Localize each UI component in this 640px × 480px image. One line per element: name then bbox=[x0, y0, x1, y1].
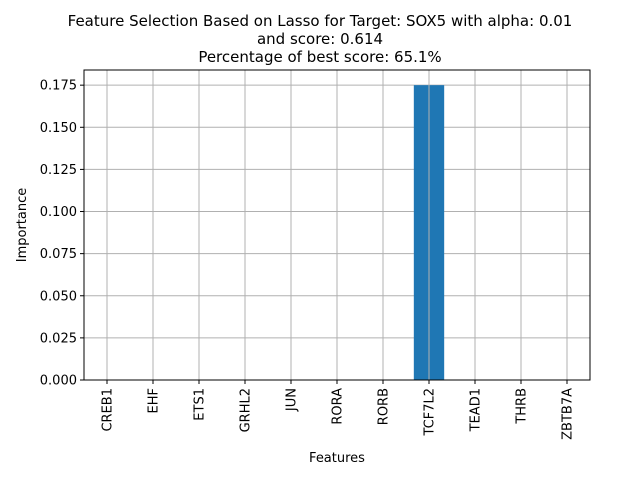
x-tick-label: GRHL2 bbox=[239, 388, 254, 432]
ticks: 0.000 0.025 0.050 0.075 0.100 0.125 0.150 0.175… bbox=[40, 79, 576, 440]
y-tick-label: 0.100 bbox=[40, 205, 77, 220]
chart-title-line-1: Feature Selection Based on Lasso for Tar… bbox=[67, 12, 573, 30]
y-tick-label: 0.175 bbox=[40, 79, 77, 94]
x-tick-label: RORA bbox=[331, 388, 346, 425]
x-tick-label: THRB bbox=[515, 388, 530, 425]
x-tick-label: TEAD1 bbox=[469, 388, 484, 432]
grid-x-overlay bbox=[106, 70, 568, 380]
y-tick-label: 0.125 bbox=[40, 163, 77, 178]
x-tick-label: RORB bbox=[377, 388, 392, 425]
x-tick-label: ETS1 bbox=[193, 388, 208, 421]
chart-title-line-3: Percentage of best score: 65.1% bbox=[198, 48, 442, 66]
x-tick-label: ZBTB7A bbox=[561, 388, 576, 440]
x-tick-label: EHF bbox=[147, 388, 162, 413]
chart-title-line-2: and score: 0.614 bbox=[256, 30, 384, 48]
x-axis-label: Features bbox=[309, 451, 365, 466]
x-tick-label: CREB1 bbox=[101, 388, 116, 432]
y-tick-label: 0.025 bbox=[40, 331, 77, 346]
x-tick-label: TCF7L2 bbox=[423, 388, 438, 437]
y-tick-label: 0.150 bbox=[40, 121, 77, 136]
y-tick-label: 0.000 bbox=[40, 374, 77, 389]
y-axis-label: Importance bbox=[15, 188, 30, 263]
x-tick-label: JUN bbox=[285, 388, 300, 412]
y-tick-label: 0.050 bbox=[40, 289, 77, 304]
y-tick-label: 0.075 bbox=[40, 247, 77, 262]
